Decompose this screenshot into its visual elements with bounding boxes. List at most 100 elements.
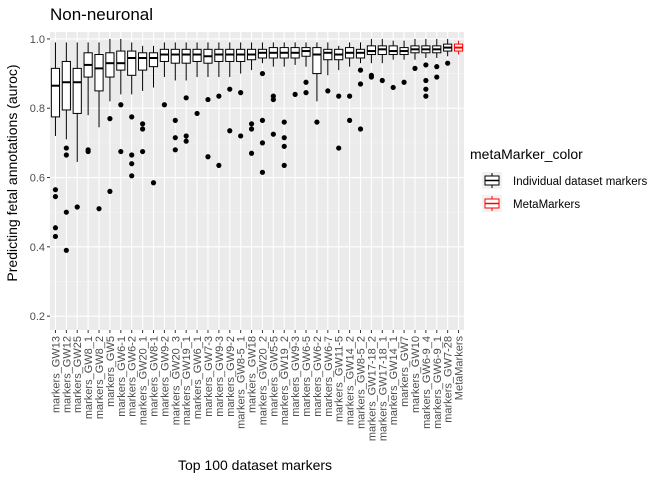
x-tick-label: markers_GW7-3 [203,336,215,417]
outlier-point [140,121,146,127]
x-tick-label: markers_GW9-2 [225,336,237,417]
outlier-point [140,148,146,155]
outlier-point [281,143,287,149]
legend-label: MetaMarkers [513,199,580,211]
x-tick-label: markers_GW19_1 [181,336,193,425]
x-axis: markers_GW13markers_GW12markers_GW25mark… [50,330,466,441]
outlier-point [63,145,69,151]
outlier-point [238,133,244,139]
box [279,42,289,169]
outlier-point [347,93,353,99]
box [83,42,93,155]
box [170,42,180,153]
outlier-point [347,117,353,123]
outlier-point [129,114,135,120]
x-tick-label: markers_GW8_2 [94,336,106,419]
x-tick-label: MetaMarkers [454,336,466,401]
x-tick-label: markers_GW14_2 [345,336,357,425]
x-tick-label: markers_GW20_1 [138,336,150,425]
y-tick-label: 0.2 [30,311,45,323]
box [345,42,355,123]
outlier-point [52,187,59,193]
box [94,42,104,212]
box [236,42,246,139]
outlier-point [205,96,211,103]
outlier-point [129,152,135,158]
outlier-point [52,233,59,240]
outlier-point [423,77,429,84]
outlier-point [63,247,69,253]
y-tick-label: 1.0 [30,34,45,46]
x-tick-label: markers_GW9-2 [159,336,171,417]
box [246,42,257,156]
outlier-point [183,95,189,101]
outlier-point [281,119,287,125]
outlier-point [63,209,69,215]
chart-title: Non-neuronal [50,5,153,24]
outlier-point [281,135,287,141]
x-tick-label: markers_GW19_2 [279,336,291,425]
outlier-point [172,135,178,141]
x-axis-title: Top 100 dataset markers [178,457,332,473]
outlier-point [248,121,255,127]
x-tick-label: markers_GW6-2 [127,336,139,417]
outlier-point [129,173,135,179]
outlier-point [52,193,59,200]
outlier-point [238,90,244,96]
outlier-point [423,86,429,92]
outlier-point [74,204,80,210]
x-tick-label: markers_GW8_1 [83,336,95,419]
outlier-point [336,145,342,151]
outlier-point [52,225,59,231]
outlier-point [194,110,200,117]
x-tick-label: markers_GW6-5 [301,336,313,417]
outlier-point [150,180,157,186]
box-body [148,52,159,68]
outlier-point [216,162,222,169]
outlier-point [140,126,146,132]
outlier-point [96,206,102,212]
outlier-point [325,88,331,94]
box [181,42,191,144]
box-body [127,50,137,76]
outlier-point [357,126,364,132]
outlier-point [118,148,124,155]
x-tick-label: markers_GW7 [399,336,411,407]
outlier-point [303,79,309,85]
x-tick-label: markers_GW11-5 [334,336,346,422]
box [72,42,82,210]
outlier-point [379,77,385,84]
box [148,45,159,186]
x-tick-label: markers_GW6-9_1 [432,336,444,429]
box [61,42,71,253]
x-tick-label: markers_GW18 [247,336,259,413]
y-tick-label: 0.4 [30,242,45,254]
outlier-point [292,91,298,97]
x-tick-label: markers_GW17-18_2 [366,336,378,441]
x-tick-label: markers_GW5 [105,336,117,407]
legend-label: Individual dataset markers [513,176,647,188]
x-tick-label: markers_GW25 [72,336,84,413]
outlier-point [183,138,189,144]
x-tick-label: markers_GW6-1 [116,336,128,417]
box [301,42,311,96]
x-tick-label: markers_GW9-3 [214,336,226,417]
box [192,42,202,117]
outlier-point [172,147,178,153]
y-tick-label: 0.6 [30,173,45,185]
outlier-point [412,65,418,71]
outlier-point [368,74,374,80]
box [50,42,61,240]
box [127,42,137,179]
box [159,42,169,108]
outlier-point [85,148,91,155]
outlier-point [281,162,287,169]
box [355,42,366,132]
x-tick-label: markers_GW20_2 [257,336,269,425]
box [377,38,387,84]
box [105,38,115,194]
panel-background [50,32,464,330]
box [203,42,213,160]
box-body [94,54,104,92]
